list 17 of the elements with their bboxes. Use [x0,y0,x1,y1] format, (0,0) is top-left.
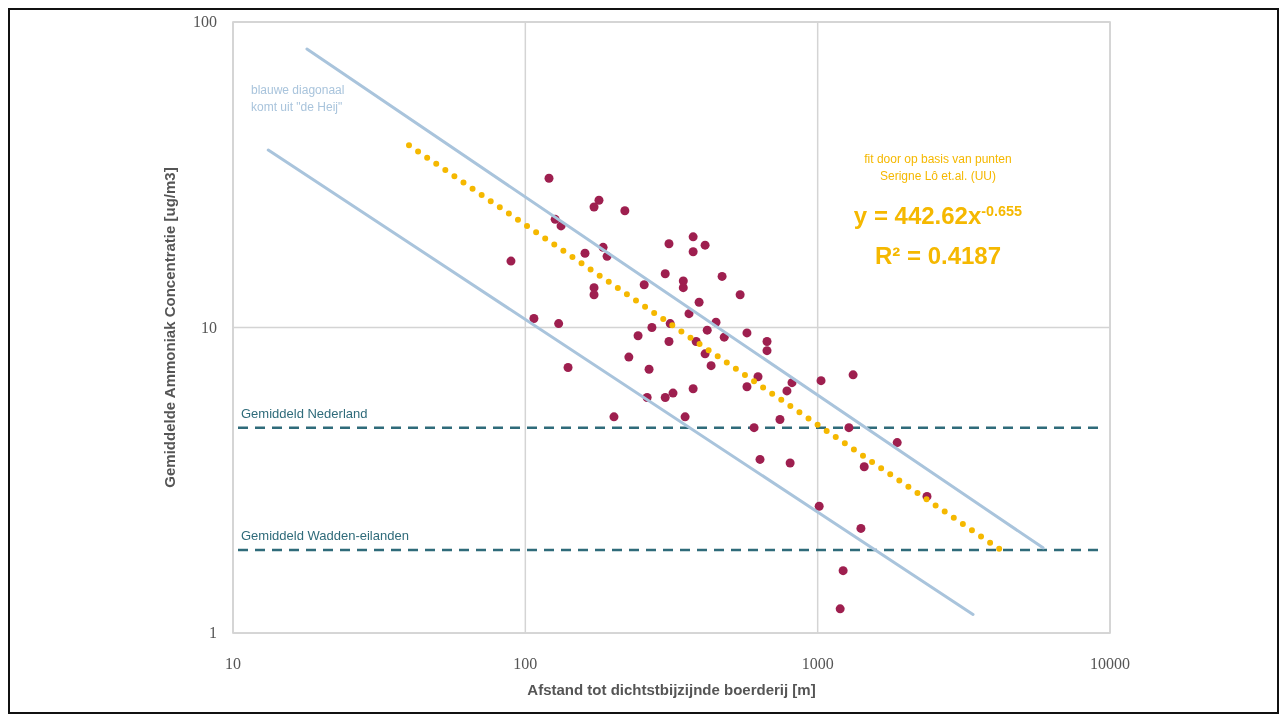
y-tick-label: 100 [193,13,217,30]
annotation: Serigne Lô et.al. (UU) [879,169,997,183]
annotation: blauwe diagonaal [251,83,345,97]
annotation: y = 442.62x$^{-0.655}$ [853,202,1023,229]
x-tick-label: 100 [513,655,538,672]
x-tick-label: 1000 [801,655,834,672]
annotation: R² = 0.4187 [874,242,1002,269]
x-tick-label: 10 [225,655,241,672]
annotation: fit door op basis van punten [864,152,1012,166]
annotation: komt uit "de Heij" [251,100,343,114]
ref-line-label: Gemiddeld Wadden-eilanden [241,527,409,543]
x-axis-title: Afstand tot dichtstbijzijnde boerderij [m] [527,681,816,698]
y-tick-label: 10 [201,318,217,336]
y-axis-title: Gemiddelde Ammoniak Concentratie [ug/m3] [161,167,178,488]
ref-line-label: Gemiddeld Nederland [241,405,368,421]
x-tick-label: 10000 [1090,655,1130,672]
y-tick-label: 1 [209,624,217,641]
